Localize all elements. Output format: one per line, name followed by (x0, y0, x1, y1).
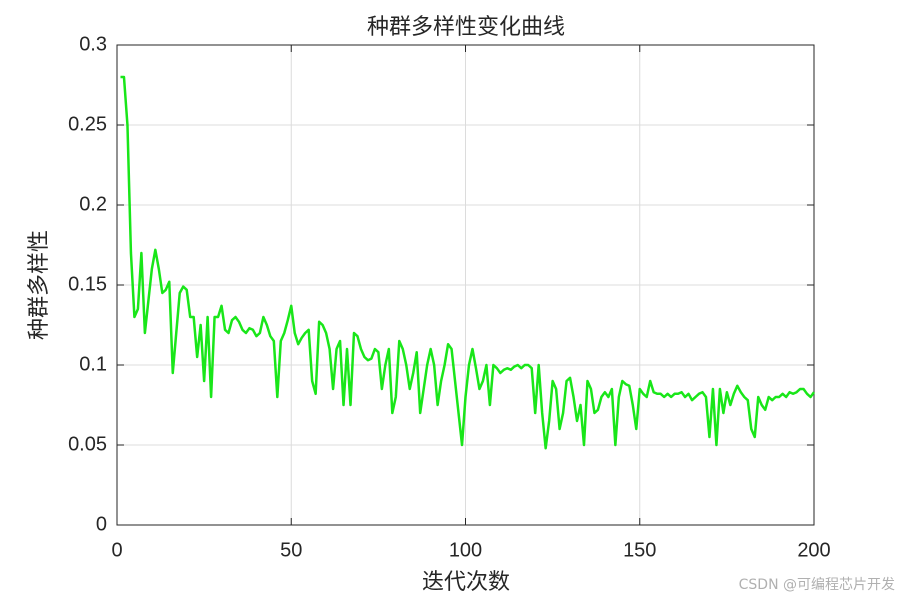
y-tick-label: 0.05 (68, 433, 107, 455)
y-tick-label: 0 (96, 513, 107, 535)
data-line (120, 75, 816, 450)
y-tick-label: 0.2 (79, 193, 107, 215)
x-tick-label: 200 (797, 539, 830, 561)
y-tick-label: 0.25 (68, 113, 107, 135)
chart-title: 种群多样性变化曲线 (367, 15, 565, 40)
x-axis-label: 迭代次数 (422, 570, 510, 595)
y-axis-label: 种群多样性 (27, 230, 52, 340)
y-tick-label: 0.3 (79, 33, 107, 55)
watermark: CSDN @可编程芯片开发 (739, 577, 895, 593)
x-tick-label: 150 (623, 539, 656, 561)
plot-frame (116, 44, 815, 526)
x-tick-label: 0 (111, 539, 122, 561)
y-tick-label: 0.15 (68, 273, 107, 295)
x-tick-label: 50 (280, 539, 302, 561)
y-tick-label: 0.1 (79, 353, 107, 375)
x-tick-label: 100 (449, 539, 482, 561)
